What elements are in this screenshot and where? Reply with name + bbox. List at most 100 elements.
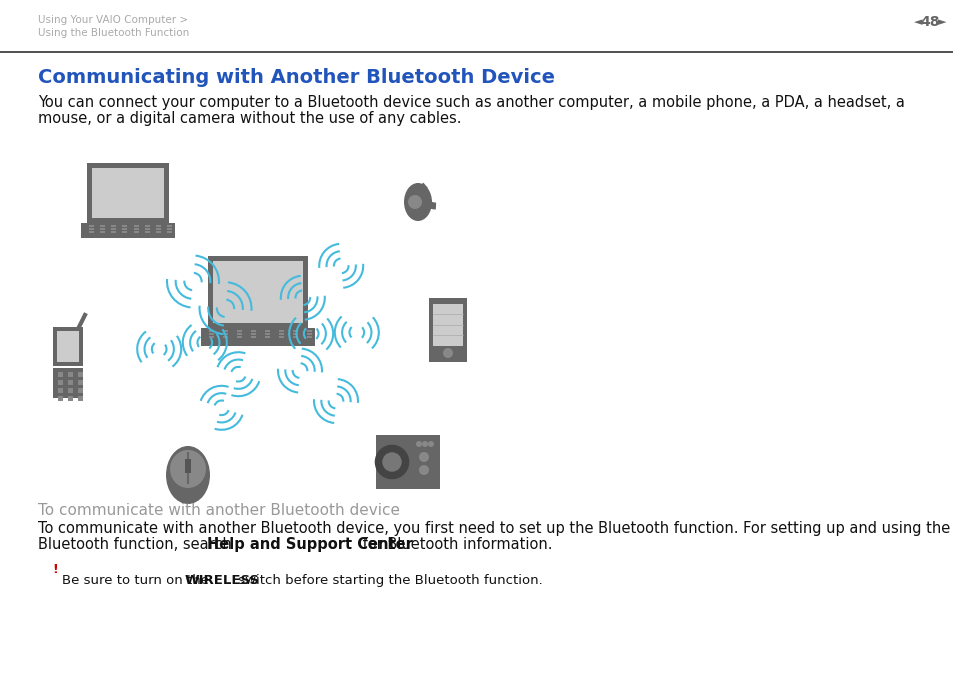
Bar [89, 224, 94, 226]
Bar [155, 231, 161, 233]
Bar [223, 333, 228, 335]
Text: ◄: ◄ [913, 17, 922, 27]
Bar [122, 224, 128, 226]
Circle shape [418, 465, 429, 475]
Bar [58, 396, 63, 400]
Bar [167, 228, 172, 230]
Circle shape [416, 441, 421, 447]
Bar [68, 371, 73, 377]
Bar [78, 379, 83, 384]
Bar [251, 336, 255, 338]
Bar [236, 330, 242, 332]
Bar [58, 388, 63, 392]
Bar [251, 333, 255, 335]
Bar [155, 228, 161, 230]
Bar [236, 333, 242, 335]
Bar [307, 333, 312, 335]
Text: !: ! [52, 563, 58, 576]
Bar [122, 231, 128, 233]
Bar [58, 371, 63, 377]
Bar [78, 388, 83, 392]
Ellipse shape [403, 183, 432, 221]
Bar [223, 330, 228, 332]
Bar [278, 330, 284, 332]
Bar [293, 333, 297, 335]
Bar [53, 367, 83, 398]
Bar [68, 396, 73, 400]
Ellipse shape [170, 450, 206, 488]
Bar [58, 379, 63, 384]
Bar [209, 336, 213, 338]
Bar [133, 228, 138, 230]
Bar [251, 330, 255, 332]
Text: Bluetooth function, search: Bluetooth function, search [38, 537, 236, 552]
Circle shape [442, 348, 453, 358]
Text: WIRELESS: WIRELESS [184, 574, 259, 587]
Bar [167, 231, 172, 233]
Bar [68, 379, 73, 384]
Bar [78, 371, 83, 377]
Bar [265, 330, 270, 332]
Bar [100, 224, 105, 226]
Circle shape [421, 441, 428, 447]
Circle shape [375, 445, 409, 479]
Bar [87, 162, 169, 222]
Bar [145, 224, 150, 226]
Bar [68, 388, 73, 392]
Bar [167, 224, 172, 226]
Bar [57, 331, 79, 361]
Text: mouse, or a digital camera without the use of any cables.: mouse, or a digital camera without the u… [38, 111, 461, 126]
Bar [100, 231, 105, 233]
Bar [201, 328, 314, 346]
Bar [293, 336, 297, 338]
Text: To communicate with another Bluetooth device: To communicate with another Bluetooth de… [38, 503, 399, 518]
Bar [145, 231, 150, 233]
Bar [145, 228, 150, 230]
Bar [78, 396, 83, 400]
Bar [209, 333, 213, 335]
Text: ►: ► [937, 17, 945, 27]
Bar [100, 228, 105, 230]
Bar [307, 336, 312, 338]
Text: Help and Support Center: Help and Support Center [207, 537, 412, 552]
Text: You can connect your computer to a Bluetooth device such as another computer, a : You can connect your computer to a Bluet… [38, 95, 904, 110]
Text: Using Your VAIO Computer >: Using Your VAIO Computer > [38, 15, 188, 25]
Text: switch before starting the Bluetooth function.: switch before starting the Bluetooth fun… [233, 574, 542, 587]
Bar [278, 333, 284, 335]
Bar [375, 435, 439, 489]
Bar [278, 336, 284, 338]
Bar [208, 256, 308, 328]
Bar [213, 261, 303, 323]
Bar [265, 336, 270, 338]
Bar [112, 231, 116, 233]
Ellipse shape [166, 446, 210, 504]
Bar [81, 222, 174, 237]
Circle shape [418, 452, 429, 462]
Text: 48: 48 [920, 15, 939, 29]
Text: To communicate with another Bluetooth device, you first need to set up the Bluet: To communicate with another Bluetooth de… [38, 521, 949, 536]
Bar [209, 330, 213, 332]
Bar [223, 336, 228, 338]
Text: Be sure to turn on the: Be sure to turn on the [62, 574, 213, 587]
Bar [89, 231, 94, 233]
Text: Communicating with Another Bluetooth Device: Communicating with Another Bluetooth Dev… [38, 68, 555, 87]
Bar [89, 228, 94, 230]
Bar [133, 224, 138, 226]
Bar [133, 231, 138, 233]
Bar [265, 333, 270, 335]
Bar [429, 298, 467, 362]
Circle shape [408, 195, 421, 209]
Bar [307, 330, 312, 332]
Bar [236, 336, 242, 338]
Text: Using the Bluetooth Function: Using the Bluetooth Function [38, 28, 189, 38]
Text: for Bluetooth information.: for Bluetooth information. [357, 537, 552, 552]
Bar [293, 330, 297, 332]
Bar [53, 327, 83, 365]
Circle shape [382, 452, 401, 472]
Bar [185, 459, 191, 473]
Bar [112, 228, 116, 230]
Bar [433, 304, 462, 346]
Bar [91, 168, 164, 218]
Bar [112, 224, 116, 226]
Circle shape [428, 441, 434, 447]
